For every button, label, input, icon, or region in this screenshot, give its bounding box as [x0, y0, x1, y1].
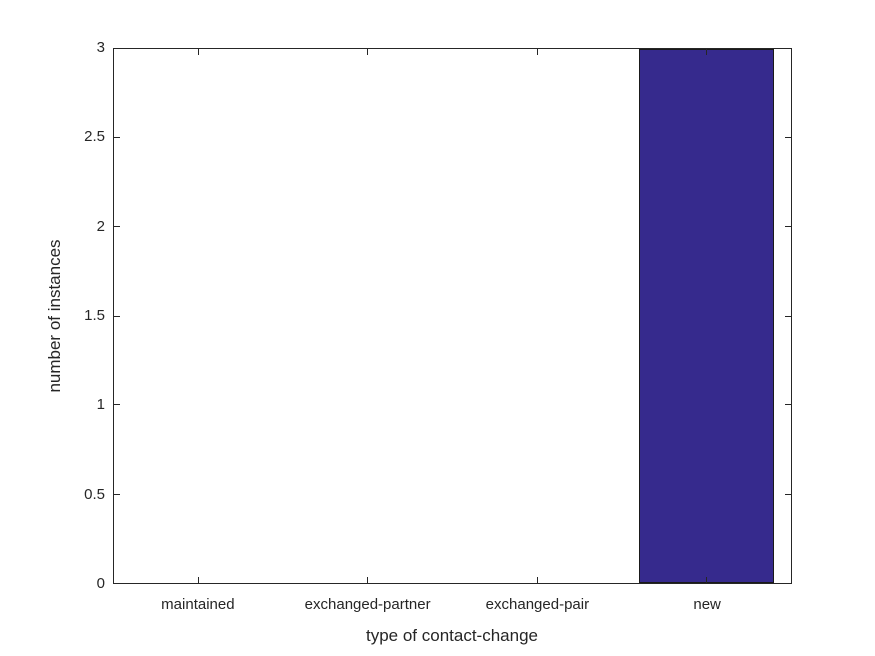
plot-area	[113, 48, 792, 584]
y-tick-label-2: 2	[96, 217, 105, 235]
y-tick-label-2.5: 2.5	[84, 128, 105, 146]
x-tick-exchanged-pair	[536, 577, 538, 583]
x-tick-top-exchanged-pair	[536, 49, 538, 55]
y-tick-label-1.5: 1.5	[84, 307, 105, 324]
x-tick-label-exchanged-pair: exchanged-pair	[485, 596, 590, 613]
y-tick-1	[114, 404, 120, 406]
y-tick-label-0.5: 0.5	[84, 485, 105, 503]
x-tick-top-maintained	[198, 49, 200, 55]
y-tick-right-0.5	[785, 493, 791, 495]
y-tick-2.5	[114, 137, 120, 139]
y-tick-right-1	[785, 404, 791, 406]
bar-new	[638, 49, 775, 583]
y-tick-label-1: 1	[96, 396, 105, 414]
y-tick-right-1.5	[785, 315, 791, 317]
x-tick-top-new	[705, 49, 707, 55]
y-tick-right-2	[785, 226, 791, 228]
y-tick-label-3: 3	[96, 39, 105, 56]
x-tick-top-exchanged-partner	[367, 49, 369, 55]
y-tick-0.5	[114, 493, 120, 495]
y-tick-label-0: 0	[96, 575, 105, 592]
x-axis-label: type of contact-change	[365, 626, 539, 645]
x-tick-exchanged-partner	[367, 577, 369, 583]
x-tick-new	[705, 577, 707, 583]
y-tick-right-2.5	[785, 137, 791, 139]
y-tick-1.5	[114, 315, 120, 317]
x-tick-label-new: new	[693, 596, 721, 613]
x-tick-label-exchanged-partner: exchanged-partner	[304, 596, 431, 613]
x-tick-label-maintained: maintained	[161, 596, 235, 613]
x-tick-maintained	[198, 577, 200, 583]
y-tick-2	[114, 226, 120, 228]
